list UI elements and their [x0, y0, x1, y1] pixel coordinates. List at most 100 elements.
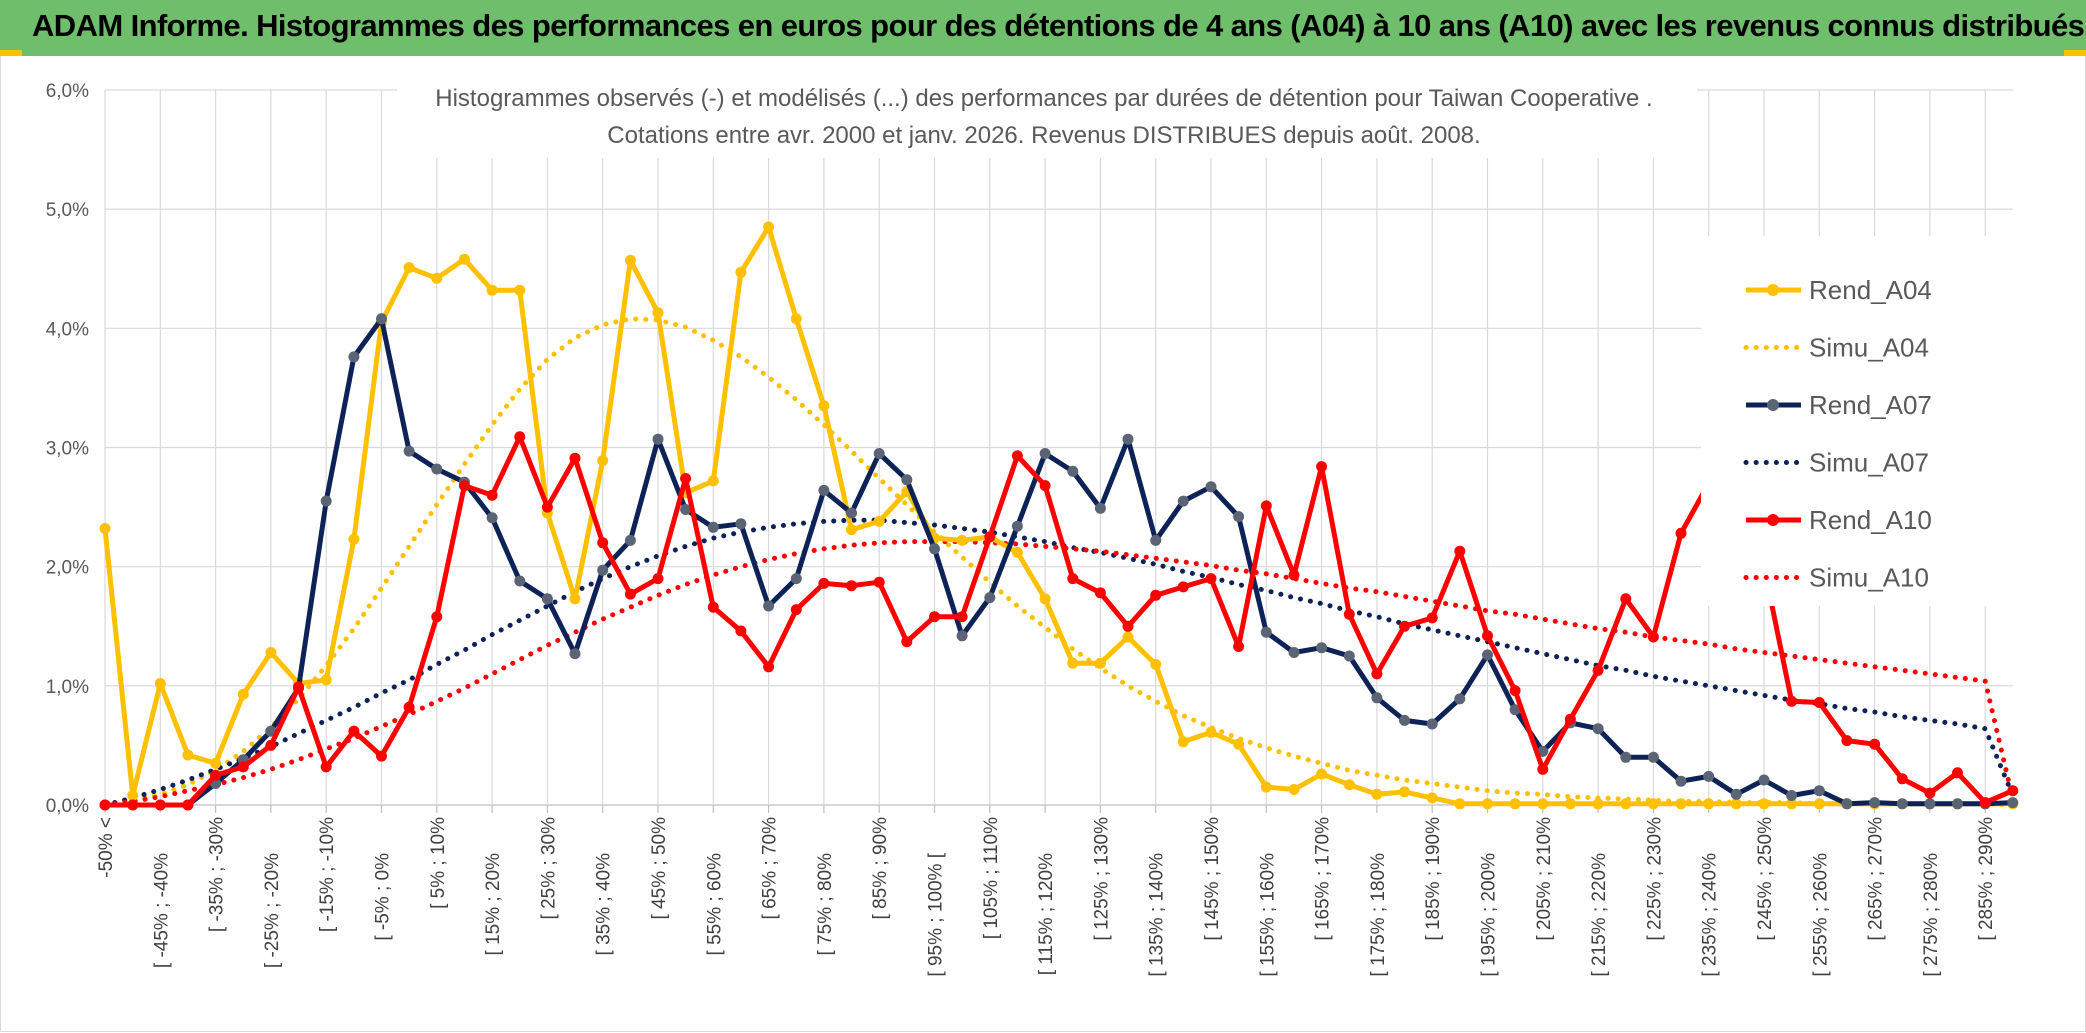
- data-point: [1592, 664, 1604, 676]
- data-point: [1260, 781, 1272, 793]
- data-point: [1039, 448, 1051, 459]
- data-point: [929, 611, 940, 623]
- data-point: [846, 580, 857, 592]
- data-point: [237, 761, 249, 773]
- data-point: [182, 799, 194, 811]
- data-point: [348, 351, 360, 363]
- data-point: [265, 647, 277, 658]
- data-point: [1703, 770, 1715, 782]
- banner-accent-right: [2064, 50, 2086, 56]
- data-point: [1703, 798, 1715, 810]
- data-point: [154, 678, 166, 689]
- data-point: [1786, 790, 1798, 801]
- data-point: [458, 253, 470, 265]
- y-tick-label: 1,0%: [46, 677, 89, 698]
- legend-item-Rend_A07: Rend_A07: [1746, 390, 1932, 420]
- data-point: [929, 543, 940, 555]
- x-tick-label: [ 285% ; 290%: [1976, 817, 1997, 941]
- y-axis: 0,0% 1,0% 2,0% 3,0% 4,0% 5,0% 6,0%: [46, 81, 89, 817]
- data-point: [1426, 792, 1438, 804]
- data-point: [541, 501, 553, 513]
- data-point: [763, 661, 775, 673]
- data-point: [1371, 668, 1383, 680]
- data-point: [569, 452, 581, 464]
- data-point: [514, 284, 526, 296]
- data-point: [1288, 569, 1300, 581]
- data-point: [624, 588, 636, 600]
- data-point: [1537, 763, 1549, 775]
- data-point: [265, 739, 277, 751]
- data-point: [1758, 798, 1770, 810]
- x-tick-label: [ 125% ; 130%: [1091, 817, 1112, 941]
- data-point: [873, 515, 885, 527]
- data-point: [1647, 631, 1659, 643]
- legend-item-Rend_A10: Rend_A10: [1746, 505, 1932, 535]
- data-point: [1454, 798, 1466, 810]
- data-point: [652, 433, 664, 445]
- data-point: [1039, 593, 1051, 605]
- x-tick-label: [ -45% ; -40%: [151, 853, 172, 968]
- data-point: [431, 272, 443, 284]
- data-point: [376, 750, 387, 762]
- y-tick-label: 3,0%: [46, 439, 89, 460]
- data-point: [486, 512, 498, 524]
- series-line: [102, 224, 2013, 807]
- data-point: [873, 576, 885, 588]
- data-point: [127, 799, 139, 811]
- data-point: [541, 593, 553, 605]
- data-point: [1592, 798, 1604, 810]
- data-point: [707, 601, 719, 613]
- legend-background: [1701, 236, 2021, 606]
- data-point: [1509, 685, 1521, 697]
- data-point: [431, 463, 443, 475]
- legend-marker: [1767, 284, 1779, 296]
- data-point: [1509, 704, 1521, 716]
- data-point: [1952, 798, 1963, 810]
- data-point: [1647, 798, 1659, 810]
- x-tick-label: [ 155% ; 160%: [1257, 853, 1278, 977]
- data-point: [1426, 612, 1438, 624]
- data-point: [735, 266, 747, 278]
- y-tick-label: 4,0%: [46, 319, 89, 340]
- data-point: [1150, 589, 1162, 601]
- title-background: [397, 76, 1697, 158]
- x-tick-label: [ 95% ; 100% [: [926, 852, 947, 976]
- series-line: [102, 539, 2016, 808]
- data-point: [431, 611, 443, 623]
- data-point: [1426, 718, 1438, 730]
- series-Simu_A07: [102, 517, 2016, 808]
- data-point: [1869, 738, 1881, 750]
- data-point: [1509, 798, 1521, 810]
- data-point: [1758, 774, 1770, 786]
- data-point: [790, 604, 802, 616]
- legend-label: Simu_A07: [1809, 448, 1929, 478]
- data-point: [320, 761, 332, 773]
- data-point: [1813, 697, 1825, 708]
- data-point: [1813, 798, 1825, 810]
- data-point: [1011, 450, 1023, 462]
- data-point: [376, 313, 387, 325]
- data-point: [1896, 773, 1908, 785]
- data-point: [320, 495, 332, 507]
- data-point: [210, 757, 222, 769]
- data-point: [790, 313, 802, 325]
- data-point: [1343, 779, 1355, 791]
- data-point: [1454, 545, 1466, 557]
- x-tick-label: [ 225% ; 230%: [1644, 817, 1665, 941]
- data-point: [680, 473, 692, 484]
- data-point: [1371, 692, 1383, 704]
- data-point: [1730, 798, 1742, 810]
- data-point: [1150, 658, 1162, 670]
- data-point: [1233, 641, 1245, 652]
- data-point: [1039, 480, 1051, 492]
- chart-title-line1: Histogrammes observés (-) et modélisés (…: [435, 85, 1652, 112]
- data-point: [514, 575, 526, 587]
- legend-marker: [1767, 399, 1779, 411]
- data-point: [1399, 620, 1410, 632]
- series-line: [105, 316, 2013, 808]
- data-point: [1122, 433, 1134, 445]
- y-tick-label: 5,0%: [46, 200, 89, 221]
- data-point: [1620, 798, 1632, 810]
- chart-area: 0,0% 1,0% 2,0% 3,0% 4,0% 5,0% 6,0% -50% < [ -45…: [0, 56, 2086, 1032]
- data-point: [1011, 546, 1023, 558]
